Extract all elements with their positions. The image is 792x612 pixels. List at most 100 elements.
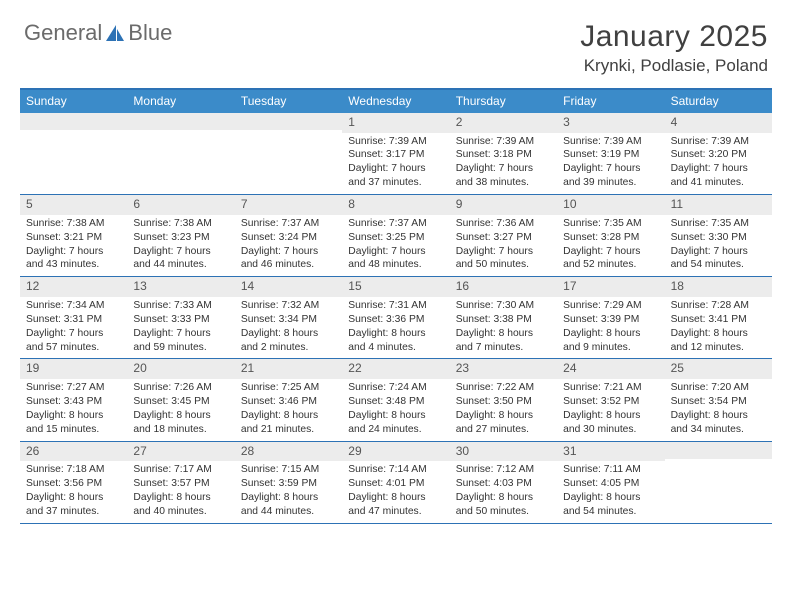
daylight-line: Daylight: 7 hours and 57 minutes. xyxy=(26,327,121,355)
sunrise-line: Sunrise: 7:27 AM xyxy=(26,381,121,395)
day-info: Sunrise: 7:33 AMSunset: 3:33 PMDaylight:… xyxy=(127,297,234,359)
daylight-line: Daylight: 7 hours and 43 minutes. xyxy=(26,245,121,273)
calendar-day-cell: 28Sunrise: 7:15 AMSunset: 3:59 PMDayligh… xyxy=(235,442,342,523)
daylight-line: Daylight: 8 hours and 44 minutes. xyxy=(241,491,336,519)
calendar-day-cell xyxy=(665,442,772,523)
day-number: 21 xyxy=(235,359,342,379)
calendar-week-row: 5Sunrise: 7:38 AMSunset: 3:21 PMDaylight… xyxy=(20,195,772,277)
sunrise-line: Sunrise: 7:24 AM xyxy=(348,381,443,395)
day-number: 6 xyxy=(127,195,234,215)
day-info: Sunrise: 7:37 AMSunset: 3:24 PMDaylight:… xyxy=(235,215,342,277)
daylight-line: Daylight: 8 hours and 4 minutes. xyxy=(348,327,443,355)
calendar-day-cell: 12Sunrise: 7:34 AMSunset: 3:31 PMDayligh… xyxy=(20,277,127,358)
sunrise-line: Sunrise: 7:15 AM xyxy=(241,463,336,477)
day-info: Sunrise: 7:11 AMSunset: 4:05 PMDaylight:… xyxy=(557,461,664,523)
day-info: Sunrise: 7:12 AMSunset: 4:03 PMDaylight:… xyxy=(450,461,557,523)
sunset-line: Sunset: 3:41 PM xyxy=(671,313,766,327)
day-info: Sunrise: 7:21 AMSunset: 3:52 PMDaylight:… xyxy=(557,379,664,441)
calendar-day-cell: 17Sunrise: 7:29 AMSunset: 3:39 PMDayligh… xyxy=(557,277,664,358)
daylight-line: Daylight: 7 hours and 38 minutes. xyxy=(456,162,551,190)
daylight-line: Daylight: 8 hours and 27 minutes. xyxy=(456,409,551,437)
day-info: Sunrise: 7:26 AMSunset: 3:45 PMDaylight:… xyxy=(127,379,234,441)
brand-word-2: Blue xyxy=(128,20,172,46)
sunset-line: Sunset: 3:57 PM xyxy=(133,477,228,491)
day-number: 13 xyxy=(127,277,234,297)
sunrise-line: Sunrise: 7:32 AM xyxy=(241,299,336,313)
weekday-header-cell: Monday xyxy=(127,90,234,113)
sunset-line: Sunset: 3:19 PM xyxy=(563,148,658,162)
day-number: 19 xyxy=(20,359,127,379)
daylight-line: Daylight: 7 hours and 37 minutes. xyxy=(348,162,443,190)
day-number: 9 xyxy=(450,195,557,215)
day-number: 28 xyxy=(235,442,342,462)
sunrise-line: Sunrise: 7:11 AM xyxy=(563,463,658,477)
daylight-line: Daylight: 8 hours and 54 minutes. xyxy=(563,491,658,519)
sunset-line: Sunset: 3:36 PM xyxy=(348,313,443,327)
daylight-line: Daylight: 8 hours and 34 minutes. xyxy=(671,409,766,437)
sunset-line: Sunset: 3:34 PM xyxy=(241,313,336,327)
day-number: 27 xyxy=(127,442,234,462)
day-number xyxy=(127,113,234,130)
sunrise-line: Sunrise: 7:35 AM xyxy=(671,217,766,231)
calendar-day-cell: 3Sunrise: 7:39 AMSunset: 3:19 PMDaylight… xyxy=(557,113,664,194)
sunrise-line: Sunrise: 7:31 AM xyxy=(348,299,443,313)
day-number: 26 xyxy=(20,442,127,462)
calendar-day-cell: 30Sunrise: 7:12 AMSunset: 4:03 PMDayligh… xyxy=(450,442,557,523)
month-title: January 2025 xyxy=(580,20,768,54)
day-number: 17 xyxy=(557,277,664,297)
calendar-day-cell: 5Sunrise: 7:38 AMSunset: 3:21 PMDaylight… xyxy=(20,195,127,276)
calendar-day-cell xyxy=(127,113,234,194)
daylight-line: Daylight: 7 hours and 52 minutes. xyxy=(563,245,658,273)
daylight-line: Daylight: 8 hours and 21 minutes. xyxy=(241,409,336,437)
day-number xyxy=(20,113,127,130)
sunset-line: Sunset: 3:18 PM xyxy=(456,148,551,162)
day-number: 31 xyxy=(557,442,664,462)
day-number xyxy=(665,442,772,459)
day-info: Sunrise: 7:32 AMSunset: 3:34 PMDaylight:… xyxy=(235,297,342,359)
daylight-line: Daylight: 7 hours and 46 minutes. xyxy=(241,245,336,273)
sunset-line: Sunset: 4:05 PM xyxy=(563,477,658,491)
sunset-line: Sunset: 3:33 PM xyxy=(133,313,228,327)
day-info: Sunrise: 7:18 AMSunset: 3:56 PMDaylight:… xyxy=(20,461,127,523)
day-number: 30 xyxy=(450,442,557,462)
day-info: Sunrise: 7:39 AMSunset: 3:18 PMDaylight:… xyxy=(450,133,557,195)
day-info: Sunrise: 7:20 AMSunset: 3:54 PMDaylight:… xyxy=(665,379,772,441)
calendar-day-cell: 10Sunrise: 7:35 AMSunset: 3:28 PMDayligh… xyxy=(557,195,664,276)
weekday-header-cell: Wednesday xyxy=(342,90,449,113)
sunset-line: Sunset: 3:23 PM xyxy=(133,231,228,245)
sunset-line: Sunset: 4:01 PM xyxy=(348,477,443,491)
calendar-day-cell: 21Sunrise: 7:25 AMSunset: 3:46 PMDayligh… xyxy=(235,359,342,440)
sunrise-line: Sunrise: 7:39 AM xyxy=(456,135,551,149)
day-info: Sunrise: 7:29 AMSunset: 3:39 PMDaylight:… xyxy=(557,297,664,359)
day-info: Sunrise: 7:17 AMSunset: 3:57 PMDaylight:… xyxy=(127,461,234,523)
sunrise-line: Sunrise: 7:28 AM xyxy=(671,299,766,313)
calendar-day-cell: 14Sunrise: 7:32 AMSunset: 3:34 PMDayligh… xyxy=(235,277,342,358)
calendar-week-row: 1Sunrise: 7:39 AMSunset: 3:17 PMDaylight… xyxy=(20,113,772,195)
sunset-line: Sunset: 3:43 PM xyxy=(26,395,121,409)
day-number: 5 xyxy=(20,195,127,215)
sunset-line: Sunset: 3:59 PM xyxy=(241,477,336,491)
calendar-day-cell xyxy=(235,113,342,194)
sunset-line: Sunset: 3:21 PM xyxy=(26,231,121,245)
day-number: 15 xyxy=(342,277,449,297)
sunset-line: Sunset: 3:52 PM xyxy=(563,395,658,409)
calendar-day-cell: 19Sunrise: 7:27 AMSunset: 3:43 PMDayligh… xyxy=(20,359,127,440)
calendar-day-cell: 2Sunrise: 7:39 AMSunset: 3:18 PMDaylight… xyxy=(450,113,557,194)
day-info: Sunrise: 7:35 AMSunset: 3:28 PMDaylight:… xyxy=(557,215,664,277)
day-info: Sunrise: 7:38 AMSunset: 3:21 PMDaylight:… xyxy=(20,215,127,277)
day-number: 25 xyxy=(665,359,772,379)
sunrise-line: Sunrise: 7:21 AM xyxy=(563,381,658,395)
sunset-line: Sunset: 3:45 PM xyxy=(133,395,228,409)
daylight-line: Daylight: 8 hours and 2 minutes. xyxy=(241,327,336,355)
daylight-line: Daylight: 7 hours and 41 minutes. xyxy=(671,162,766,190)
day-info: Sunrise: 7:36 AMSunset: 3:27 PMDaylight:… xyxy=(450,215,557,277)
calendar-day-cell: 11Sunrise: 7:35 AMSunset: 3:30 PMDayligh… xyxy=(665,195,772,276)
calendar-day-cell: 6Sunrise: 7:38 AMSunset: 3:23 PMDaylight… xyxy=(127,195,234,276)
day-info: Sunrise: 7:37 AMSunset: 3:25 PMDaylight:… xyxy=(342,215,449,277)
page-header: General Blue January 2025 Krynki, Podlas… xyxy=(0,0,792,82)
daylight-line: Daylight: 7 hours and 39 minutes. xyxy=(563,162,658,190)
calendar-day-cell: 7Sunrise: 7:37 AMSunset: 3:24 PMDaylight… xyxy=(235,195,342,276)
sunrise-line: Sunrise: 7:25 AM xyxy=(241,381,336,395)
day-info: Sunrise: 7:27 AMSunset: 3:43 PMDaylight:… xyxy=(20,379,127,441)
day-number: 24 xyxy=(557,359,664,379)
